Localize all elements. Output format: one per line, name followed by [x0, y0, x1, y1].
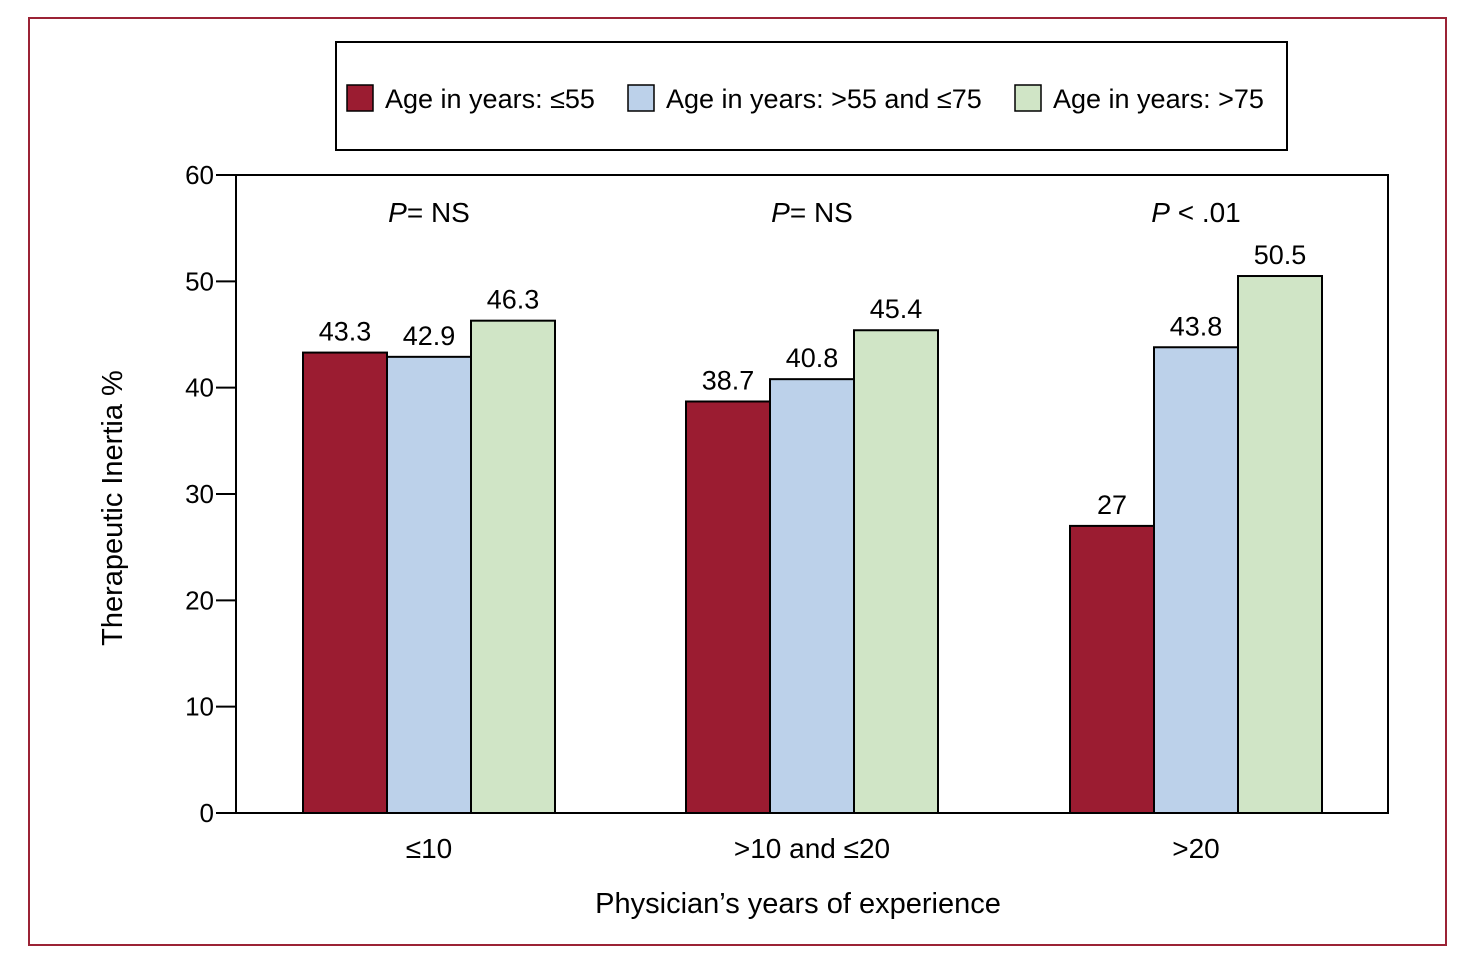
- y-tick-label: 0: [200, 798, 214, 828]
- legend: Age in years: ≤55 Age in years: >55 and ≤…: [335, 41, 1288, 151]
- bar: [302, 351, 388, 814]
- y-tick-label: 40: [185, 373, 214, 403]
- bar: [853, 329, 939, 814]
- data-label: 45.4: [870, 294, 923, 324]
- legend-box: [335, 41, 1288, 151]
- significance-label: P= NS: [388, 197, 470, 228]
- x-tick-label: ≤10: [406, 833, 453, 864]
- y-tick-label: 60: [185, 160, 214, 190]
- significance-label: P < .01: [1151, 197, 1241, 228]
- bars: [302, 275, 1323, 815]
- y-tick-label: 50: [185, 266, 214, 296]
- legend-swatch: [346, 84, 374, 112]
- data-label: 46.3: [487, 285, 540, 315]
- significance-value: = NS: [790, 197, 853, 228]
- data-label: 40.8: [786, 343, 839, 373]
- significance-label: P= NS: [771, 197, 853, 228]
- data-label: 50.5: [1254, 240, 1307, 270]
- bar: [470, 319, 556, 814]
- legend-label: Age in years: ≤55: [385, 84, 595, 114]
- y-tick-label: 10: [185, 692, 214, 722]
- y-axis-title: Therapeutic Inertia %: [97, 370, 129, 646]
- significance-p: P: [1151, 197, 1170, 228]
- legend-swatch: [627, 84, 655, 112]
- data-label: 38.7: [702, 365, 755, 395]
- bar: [769, 378, 855, 814]
- significance-p: P: [388, 197, 407, 228]
- bar: [1153, 346, 1239, 814]
- bar: [386, 355, 472, 814]
- y-tick-label: 30: [185, 479, 214, 509]
- axes: 0 10 20 30 40 50 60 Therapeutic Inertia % Physic…: [97, 160, 1389, 920]
- significance-value: < .01: [1170, 197, 1241, 228]
- y-tick-label: 20: [185, 585, 214, 615]
- data-label: 42.9: [403, 321, 456, 351]
- x-tick-label: >10 and ≤20: [734, 833, 890, 864]
- legend-swatch: [1014, 84, 1042, 112]
- data-label: 43.8: [1170, 311, 1223, 341]
- x-axis-title: Physician’s years of experience: [595, 888, 1001, 920]
- x-tick-label: >20: [1172, 833, 1220, 864]
- bar: [1069, 524, 1155, 815]
- significance-p: P: [771, 197, 790, 228]
- legend-label: Age in years: >75: [1053, 84, 1264, 114]
- data-label: 43.3: [319, 317, 372, 347]
- chart-frame: [28, 17, 1447, 946]
- bar: [685, 400, 771, 814]
- data-label: 27: [1097, 490, 1127, 520]
- legend-label: Age in years: >55 and ≤75: [666, 84, 982, 114]
- bar: [1237, 275, 1323, 814]
- significance-value: = NS: [407, 197, 470, 228]
